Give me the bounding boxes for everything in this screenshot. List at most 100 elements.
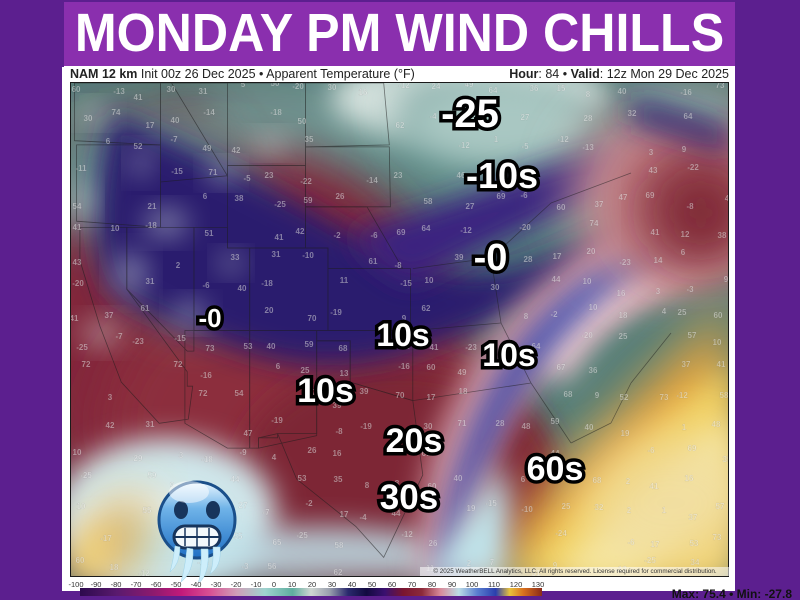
svg-text:6: 6 [276,362,281,371]
svg-text:32: 32 [595,503,604,512]
svg-text:1: 1 [682,423,687,432]
svg-text:64: 64 [684,112,693,121]
svg-text:8: 8 [524,312,529,321]
svg-text:4: 4 [662,307,667,316]
svg-text:-16: -16 [398,362,410,371]
svg-text:-6: -6 [647,446,655,455]
svg-text:6: 6 [681,248,686,257]
svg-text:-18: -18 [201,455,213,464]
svg-text:-9: -9 [239,448,247,457]
svg-text:-16: -16 [680,88,692,97]
svg-text:2: 2 [176,261,181,270]
svg-text:-25: -25 [76,343,88,352]
svg-text:41: 41 [651,228,660,237]
svg-text:40: 40 [585,423,594,432]
svg-text:-14: -14 [203,108,215,117]
svg-text:3: 3 [179,451,184,460]
svg-text:73: 73 [716,83,725,90]
svg-text:-6: -6 [202,281,210,290]
svg-text:-19: -19 [271,416,283,425]
svg-text:37: 37 [105,311,114,320]
svg-text:-10: -10 [302,251,314,260]
svg-text:68: 68 [593,476,602,485]
svg-text:52: 52 [620,393,629,402]
svg-text:8: 8 [586,90,591,99]
svg-text:9: 9 [595,391,600,400]
svg-text:67: 67 [557,363,566,372]
svg-text:28: 28 [496,419,505,428]
svg-text:58: 58 [424,197,433,206]
svg-text:17: 17 [340,510,349,519]
svg-text:40: 40 [238,284,247,293]
svg-text:26: 26 [429,539,438,548]
svg-text:30: 30 [84,114,93,123]
svg-text:-15: -15 [174,334,186,343]
svg-text:10: 10 [77,502,86,511]
svg-text:-6: -6 [370,231,378,240]
svg-text:53: 53 [298,474,307,483]
svg-text:37: 37 [689,513,698,522]
svg-text:9: 9 [682,145,687,154]
svg-text:47: 47 [619,193,628,202]
svg-text:51: 51 [205,229,214,238]
svg-text:37: 37 [682,360,691,369]
svg-text:16: 16 [617,289,626,298]
svg-text:62: 62 [422,304,431,313]
svg-text:31: 31 [199,87,208,96]
svg-text:43: 43 [649,166,658,175]
svg-text:42: 42 [296,227,305,236]
svg-text:26: 26 [308,446,317,455]
svg-text:65: 65 [273,538,282,547]
svg-text:27: 27 [466,202,475,211]
svg-text:12: 12 [681,230,690,239]
svg-text:43: 43 [73,258,82,267]
svg-text:6: 6 [106,137,111,146]
svg-text:59: 59 [305,340,314,349]
svg-text:24: 24 [432,83,441,91]
svg-text:-19: -19 [360,422,372,431]
svg-text:62: 62 [396,121,405,130]
svg-text:18: 18 [110,563,119,572]
svg-text:60: 60 [557,203,566,212]
svg-text:-15: -15 [485,499,497,508]
svg-text:10: 10 [73,448,82,457]
svg-text:49: 49 [458,368,467,377]
svg-text:60: 60 [714,311,723,320]
svg-text:73: 73 [660,393,669,402]
svg-text:33: 33 [231,253,240,262]
svg-text:14: 14 [654,256,663,265]
svg-text:17: 17 [553,252,562,261]
svg-text:40: 40 [267,342,276,351]
svg-text:73: 73 [713,533,722,542]
svg-text:16: 16 [333,449,342,458]
svg-text:48: 48 [712,420,721,429]
svg-text:-7: -7 [115,332,123,341]
svg-text:72: 72 [199,389,208,398]
svg-text:41: 41 [134,93,143,102]
svg-text:20: 20 [265,306,274,315]
svg-text:71: 71 [458,419,467,428]
svg-text:57: 57 [716,502,725,511]
svg-text:54: 54 [73,202,82,211]
svg-text:42: 42 [232,146,241,155]
svg-text:30: 30 [491,283,500,292]
svg-text:1: 1 [662,506,667,515]
svg-text:35: 35 [334,475,343,484]
svg-text:-22: -22 [300,177,312,186]
svg-text:17: 17 [146,121,155,130]
svg-text:-17: -17 [100,534,112,543]
svg-text:36: 36 [589,366,598,375]
svg-text:19: 19 [467,504,476,513]
svg-text:17: 17 [427,393,436,402]
svg-text:-12: -12 [401,530,413,539]
svg-text:70: 70 [308,314,317,323]
svg-text:32: 32 [628,109,637,118]
svg-text:38: 38 [718,231,727,240]
svg-text:2: 2 [626,477,631,486]
svg-text:60: 60 [72,85,81,94]
svg-text:57: 57 [688,331,697,340]
svg-text:41: 41 [717,360,726,369]
svg-text:25: 25 [562,502,571,511]
svg-text:50: 50 [271,83,280,88]
svg-text:48: 48 [522,422,531,431]
